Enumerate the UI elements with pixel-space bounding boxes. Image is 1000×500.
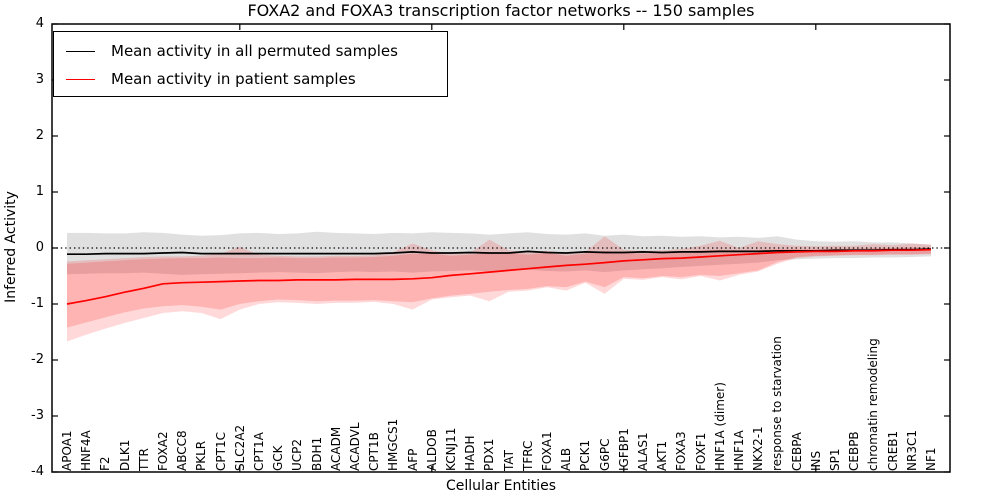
chart-title: FOXA2 and FOXA3 transcription factor net… bbox=[247, 1, 755, 20]
legend-line-patient bbox=[66, 78, 95, 80]
series-line-permuted bbox=[67, 248, 932, 256]
legend: Mean activity in all permuted samples Me… bbox=[53, 31, 448, 97]
x-axis-label: Cellular Entities bbox=[445, 478, 557, 494]
legend-item-permuted: Mean activity in all permuted samples bbox=[54, 37, 447, 65]
y-axis-label: Inferred Activity bbox=[3, 191, 19, 303]
legend-label-patient: Mean activity in patient samples bbox=[111, 70, 356, 88]
series-line-patient bbox=[66, 248, 932, 305]
band-patient-range-inner bbox=[67, 247, 931, 328]
band-patient-range-outer bbox=[67, 236, 931, 342]
legend-line-permuted bbox=[66, 50, 95, 52]
legend-item-patient: Mean activity in patient samples bbox=[54, 65, 447, 93]
legend-label-permuted: Mean activity in all permuted samples bbox=[111, 42, 398, 60]
plot-border bbox=[51, 23, 951, 473]
